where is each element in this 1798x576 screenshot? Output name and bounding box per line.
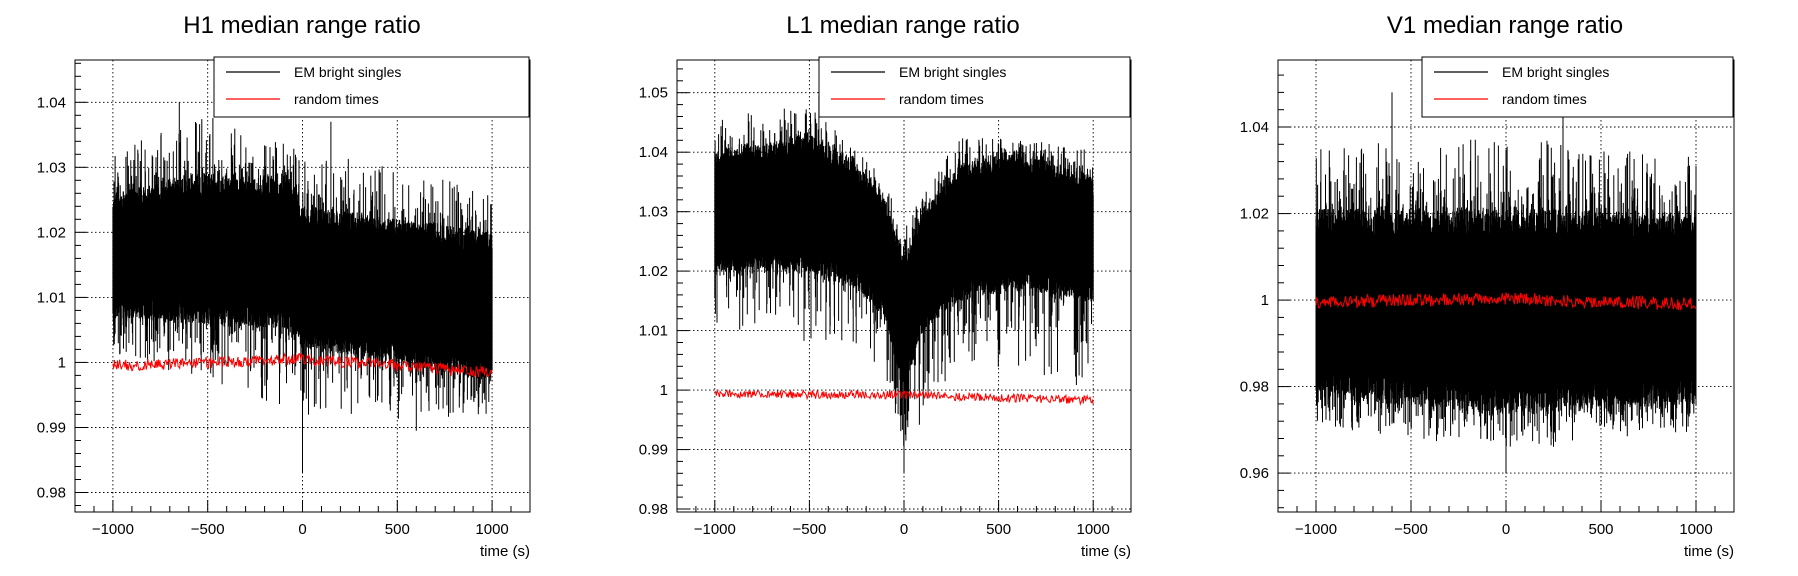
legend-label: EM bright singles	[294, 64, 401, 80]
legend-label: EM bright singles	[899, 64, 1006, 80]
x-tick-label: 0	[900, 521, 908, 538]
x-tick-label: −500	[793, 521, 827, 538]
legend: EM bright singles random times	[213, 56, 530, 118]
y-tick-label: 1.03	[37, 159, 66, 176]
y-tick-label: 0.99	[639, 442, 668, 459]
y-tick-label: 0.99	[37, 420, 66, 437]
y-tick-label: 1.01	[639, 323, 668, 340]
legend-label: random times	[294, 91, 379, 107]
x-axis: −1000 −500 0 500 1000	[74, 500, 531, 538]
series-em-bright-peaks	[178, 102, 417, 473]
panel-v1: −1000 −500 0 500 1000 0.96 0.98 1 1.02 1.04 V1 me…	[1240, 12, 1735, 560]
legend: EM bright singles random times	[818, 56, 1131, 118]
x-tick-label: −1000	[694, 521, 736, 538]
x-tick-label: 1000	[1679, 521, 1712, 538]
x-axis-label: time (s)	[1684, 543, 1734, 560]
x-tick-label: −1000	[92, 521, 134, 538]
x-axis: −1000 −500 0 500 1000	[1277, 500, 1735, 538]
chart-title: V1 median range ratio	[1387, 12, 1623, 39]
y-tick-label: 1	[660, 382, 668, 399]
legend-label: random times	[899, 91, 984, 107]
y-tick-label: 0.98	[1240, 379, 1269, 396]
x-tick-label: −500	[191, 521, 225, 538]
series-em-bright-singles	[112, 118, 493, 419]
chart-title: L1 median range ratio	[786, 12, 1019, 39]
series-random-times	[714, 389, 1094, 406]
y-tick-label: 1.01	[37, 289, 66, 306]
x-tick-label: −1000	[1295, 521, 1337, 538]
y-tick-label: 1.04	[37, 94, 66, 111]
x-tick-label: 1000	[475, 521, 508, 538]
x-tick-label: −500	[1394, 521, 1428, 538]
y-tick-label: 1.02	[37, 224, 66, 241]
x-tick-label: 0	[1502, 521, 1510, 538]
y-axis: 0.98 0.99 1 1.01 1.02 1.03 1.04 1.05	[639, 68, 689, 518]
legend-box	[1421, 56, 1734, 118]
series-random-times	[112, 352, 493, 378]
y-tick-label: 1.02	[1240, 206, 1269, 223]
panel-l1: −1000 −500 0 500 1000 0.98 0.99 1 1.01 1.02 1.03 1.…	[639, 12, 1132, 560]
series-em-bright-singles	[714, 108, 1094, 446]
chart-title: H1 median range ratio	[183, 12, 420, 39]
x-axis: −1000 −500 0 500 1000	[676, 500, 1132, 538]
y-tick-label: 1.02	[639, 263, 668, 280]
y-tick-label: 1.04	[639, 144, 668, 161]
y-tick-label: 0.98	[639, 501, 668, 518]
x-tick-label: 500	[1588, 521, 1613, 538]
y-tick-label: 1.05	[639, 85, 668, 102]
series-random-times	[1315, 292, 1697, 311]
y-tick-label: 1	[58, 354, 66, 371]
y-tick-label: 1.04	[1240, 119, 1269, 136]
legend-label: random times	[1502, 91, 1587, 107]
y-tick-label: 1.03	[639, 204, 668, 221]
y-tick-label: 1	[1261, 292, 1269, 309]
x-axis-label: time (s)	[1081, 543, 1131, 560]
y-axis: 0.98 0.99 1 1.01 1.02 1.03 1.04	[37, 62, 87, 506]
y-tick-label: 0.98	[37, 485, 66, 502]
series-em-bright-peaks	[1391, 92, 1564, 474]
legend-label: EM bright singles	[1502, 64, 1609, 80]
x-tick-label: 500	[986, 521, 1011, 538]
y-axis: 0.96 0.98 1 1.02 1.04	[1240, 74, 1290, 509]
legend-box	[818, 56, 1131, 118]
panel-h1: −1000 −500 0 500 1000 0.98 0.99 1 1.01 1.02 1.03 1.…	[37, 12, 531, 560]
y-tick-label: 0.96	[1240, 465, 1269, 482]
x-tick-label: 500	[385, 521, 410, 538]
x-tick-label: 1000	[1077, 521, 1110, 538]
legend: EM bright singles random times	[1421, 56, 1734, 118]
x-tick-label: 0	[298, 521, 306, 538]
legend-box	[213, 56, 530, 118]
x-axis-label: time (s)	[480, 543, 530, 560]
